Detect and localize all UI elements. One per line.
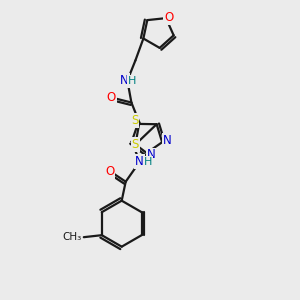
Text: N: N <box>147 148 156 161</box>
Text: S: S <box>132 138 139 151</box>
Text: O: O <box>164 11 174 24</box>
Text: H: H <box>128 76 136 85</box>
Text: H: H <box>143 157 152 167</box>
Text: N: N <box>120 74 129 87</box>
Text: O: O <box>107 91 116 104</box>
Text: N: N <box>163 134 172 147</box>
Text: CH₃: CH₃ <box>62 232 82 242</box>
Text: O: O <box>105 165 114 178</box>
Text: S: S <box>131 114 139 128</box>
Text: N: N <box>135 155 144 168</box>
